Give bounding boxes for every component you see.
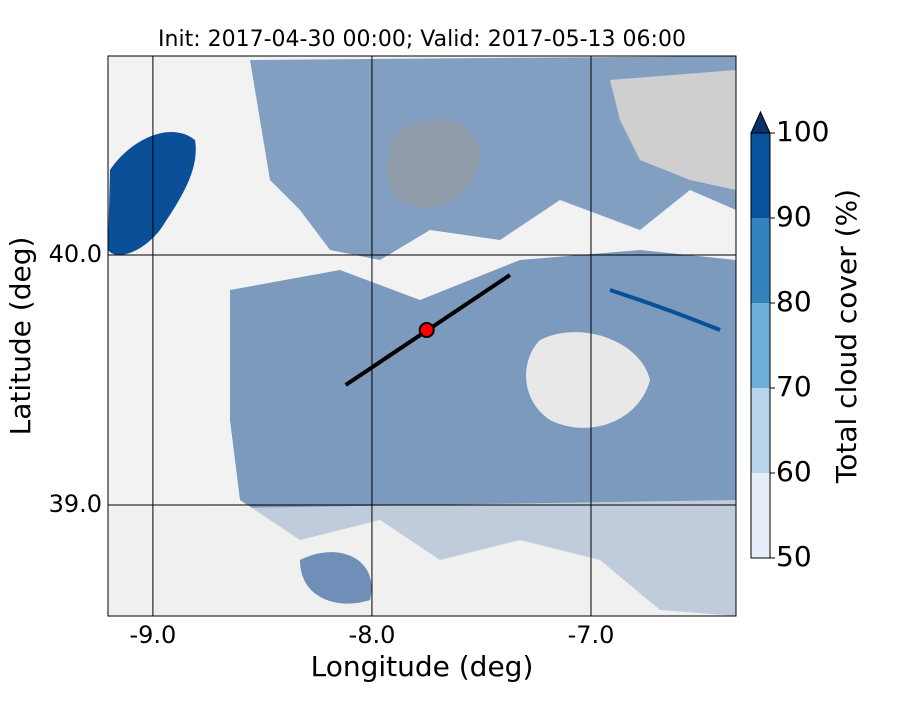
- colorbar-extension: [750, 110, 771, 134]
- clear-patch: [610, 70, 736, 190]
- colorbar-label: Total cloud cover (%): [830, 189, 863, 484]
- clear-patch: [108, 500, 736, 616]
- colorbar-tick-label: 80: [776, 285, 812, 318]
- colorbar-segment: [751, 133, 770, 218]
- cloud-streak: [609, 288, 721, 332]
- y-axis-label: Latitude (deg): [4, 237, 37, 436]
- colorbar-segment: [751, 388, 770, 473]
- chart-title: Init: 2017-04-30 00:00; Valid: 2017-05-1…: [158, 27, 686, 52]
- colorbar-segment: [751, 473, 770, 558]
- clear-patch: [526, 332, 650, 428]
- cloud-patch: [108, 131, 196, 255]
- colorbar-segment: [751, 218, 770, 303]
- map-frame: [107, 55, 737, 617]
- cloud-patch: [300, 552, 372, 604]
- colorbar-tick-label: 90: [776, 200, 812, 233]
- colorbar-tick-label: 60: [776, 455, 812, 488]
- point-marker: [418, 322, 435, 338]
- x-tick-label: -7.0: [568, 621, 615, 649]
- colorbar-segment: [751, 303, 770, 388]
- colorbar-tick-label: 70: [776, 370, 812, 403]
- y-tick-label: 39.0: [49, 490, 102, 518]
- x-tick-label: -9.0: [129, 621, 176, 649]
- colorbar-tick-label: 50: [776, 540, 812, 573]
- x-tick-label: -8.0: [349, 621, 396, 649]
- y-tick-label: 40.0: [49, 240, 102, 268]
- x-axis-label: Longitude (deg): [311, 650, 534, 683]
- terrain: [386, 120, 480, 208]
- colorbar-frame: [750, 132, 771, 559]
- colorbar-tick-label: 100: [776, 115, 829, 148]
